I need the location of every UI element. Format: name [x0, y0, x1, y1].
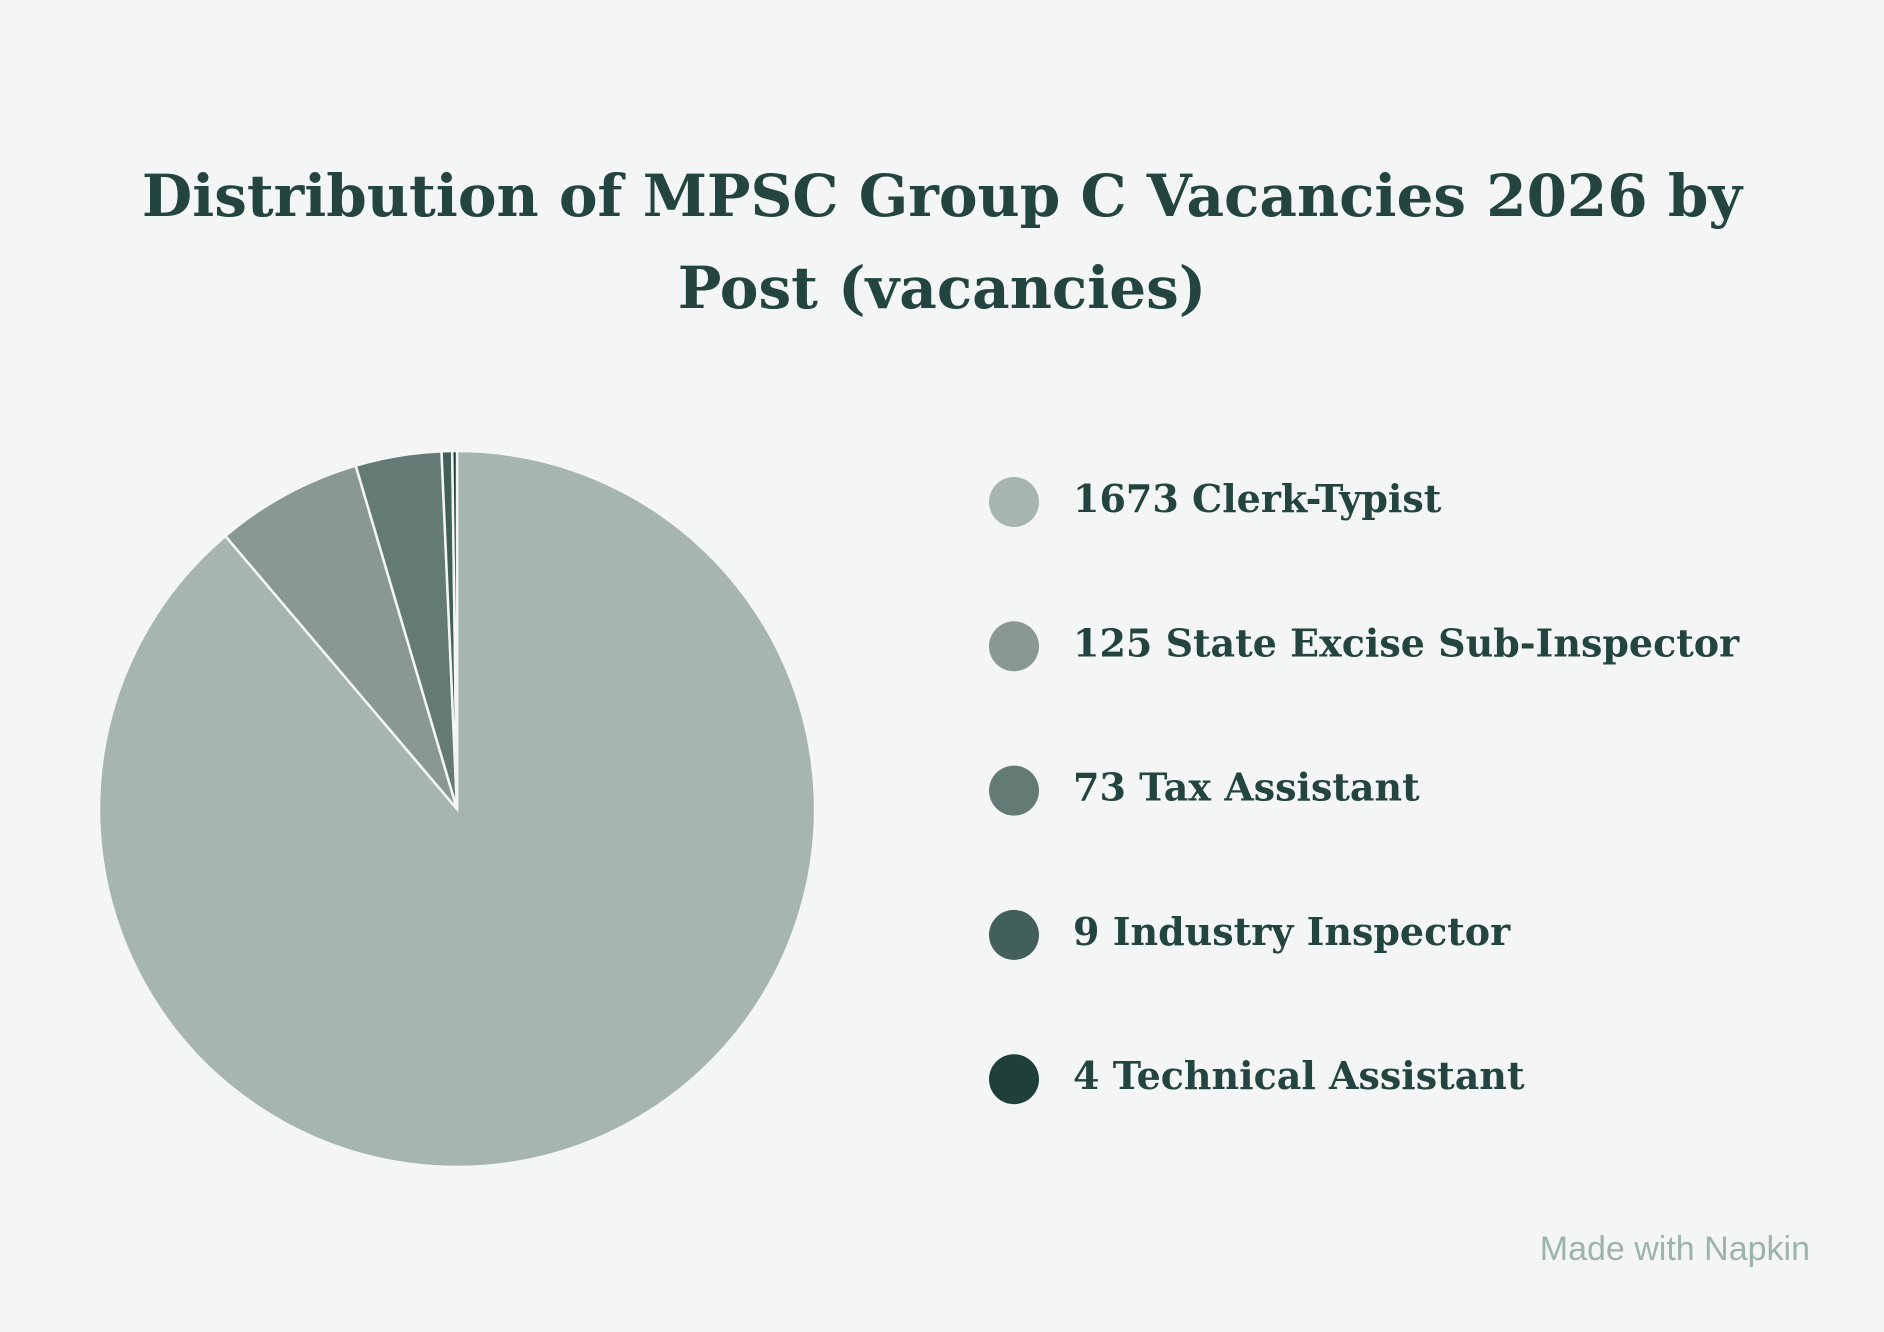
legend-name: Technical Assistant — [1113, 1053, 1525, 1098]
legend-value: 1673 — [1073, 476, 1179, 521]
legend-label: 4 Technical Assistant — [1073, 1053, 1525, 1098]
pie-slice — [450, 449, 459, 810]
legend-name: State Excise Sub-Inspector — [1166, 620, 1741, 665]
legend-value: 4 — [1073, 1053, 1099, 1098]
legend-name: Industry Inspector — [1113, 908, 1511, 953]
legend-swatch — [989, 1054, 1039, 1105]
footer: Made with Napkin — [1539, 1230, 1810, 1268]
pie-slice — [223, 464, 459, 810]
legend-name: Tax Assistant — [1139, 764, 1420, 809]
legend-swatch — [989, 477, 1039, 527]
legend-value: 125 — [1073, 620, 1152, 665]
chart-title: Distribution of MPSC Group C Vacancies 2… — [141, 162, 1743, 322]
legend-label: 9 Industry Inspector — [1073, 908, 1511, 953]
legend-swatch — [989, 909, 1039, 960]
legend-value: 9 — [1073, 908, 1099, 953]
legend-name: Clerk-Typist — [1192, 476, 1442, 521]
legend-value: 73 — [1073, 764, 1126, 809]
legend-swatch — [989, 621, 1039, 672]
legend-label: 73 Tax Assistant — [1073, 764, 1420, 809]
legend-swatch — [989, 765, 1039, 816]
legend-label: 125 State Excise Sub-Inspector — [1073, 620, 1740, 665]
legend-label: 1673 Clerk-Typist — [1073, 476, 1442, 521]
